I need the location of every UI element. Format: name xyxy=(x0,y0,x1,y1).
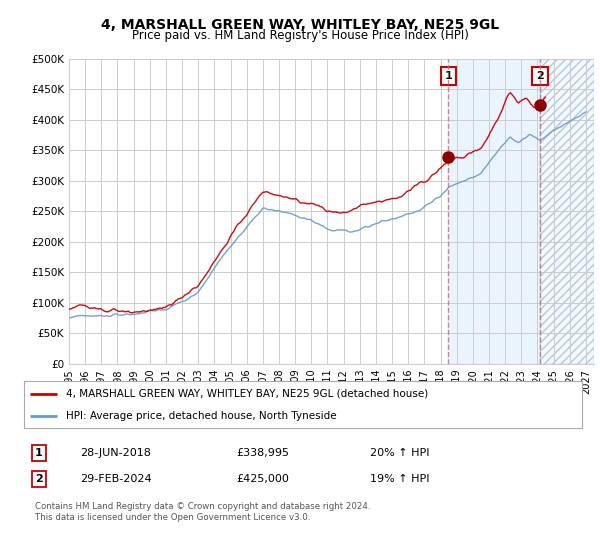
Text: £425,000: £425,000 xyxy=(236,474,289,484)
Text: Contains HM Land Registry data © Crown copyright and database right 2024.
This d: Contains HM Land Registry data © Crown c… xyxy=(35,502,371,522)
Text: 4, MARSHALL GREEN WAY, WHITLEY BAY, NE25 9GL (detached house): 4, MARSHALL GREEN WAY, WHITLEY BAY, NE25… xyxy=(66,389,428,399)
Text: £338,995: £338,995 xyxy=(236,448,289,458)
Text: 28-JUN-2018: 28-JUN-2018 xyxy=(80,448,151,458)
Text: 1: 1 xyxy=(35,448,43,458)
Text: HPI: Average price, detached house, North Tyneside: HPI: Average price, detached house, Nort… xyxy=(66,410,337,421)
Text: 29-FEB-2024: 29-FEB-2024 xyxy=(80,474,151,484)
Bar xyxy=(448,59,540,364)
Bar xyxy=(540,59,594,364)
Text: Price paid vs. HM Land Registry's House Price Index (HPI): Price paid vs. HM Land Registry's House … xyxy=(131,29,469,42)
Text: 19% ↑ HPI: 19% ↑ HPI xyxy=(370,474,430,484)
Text: 4, MARSHALL GREEN WAY, WHITLEY BAY, NE25 9GL: 4, MARSHALL GREEN WAY, WHITLEY BAY, NE25… xyxy=(101,18,499,32)
Text: 2: 2 xyxy=(536,71,544,81)
Text: 1: 1 xyxy=(445,71,452,81)
Text: 2: 2 xyxy=(35,474,43,484)
Bar xyxy=(540,59,594,364)
Text: 20% ↑ HPI: 20% ↑ HPI xyxy=(370,448,430,458)
